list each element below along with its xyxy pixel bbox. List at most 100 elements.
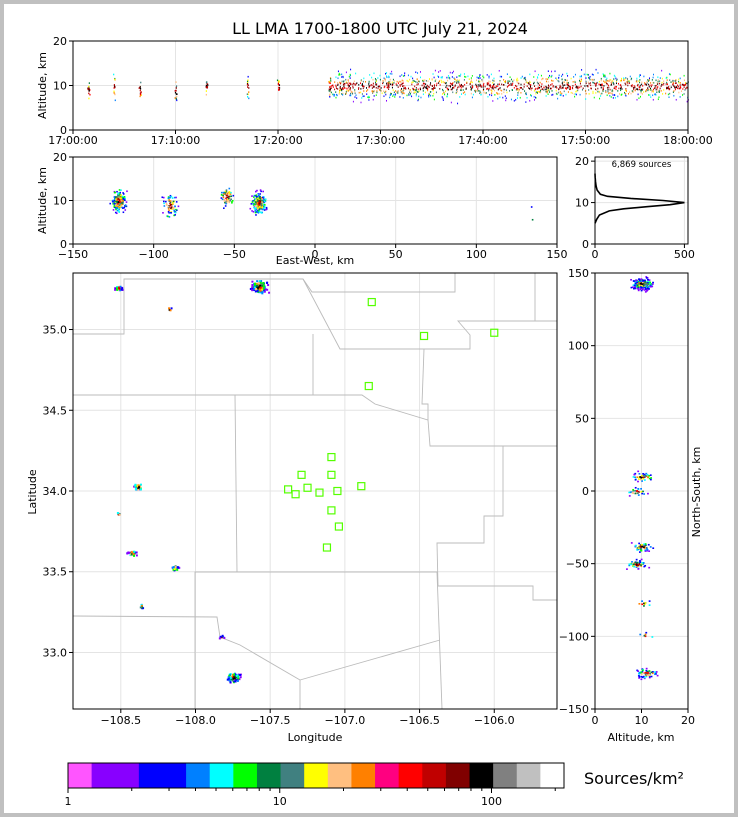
th-source [662,93,664,95]
th-source [485,92,487,94]
ew-source [119,202,122,205]
th-source [627,84,629,87]
th-source [620,89,622,92]
plan-ylabel: Latitude [26,469,39,515]
th-source [454,84,456,87]
th-source [475,84,477,87]
th-source [390,93,392,95]
ew-source [167,211,170,213]
th-source [579,82,581,85]
ew-source [258,200,261,202]
th-source [547,93,549,96]
ew-source [121,203,123,206]
th-source [358,91,360,94]
th-source [548,85,550,88]
plan-source [239,673,242,676]
th-source [552,93,554,96]
ns-source [642,279,645,282]
th-source [657,89,659,92]
th-source [609,78,611,81]
ns-source [638,478,640,480]
plan-source [259,286,262,289]
th-source [647,88,649,91]
th-source [423,86,425,89]
th-source [363,90,365,92]
plan-source [236,674,239,677]
th-source [88,87,90,90]
th-source [665,77,667,79]
th-source [345,92,347,95]
th-source [471,96,473,99]
th-source [580,80,582,82]
colorbar-swatch [351,763,376,788]
th-source [534,96,536,99]
ew-source [252,210,255,213]
th-source [365,81,367,83]
th-source [585,89,587,92]
ns-ytick-label: 50 [575,412,589,425]
th-source [498,69,500,72]
ew-source [255,195,258,198]
th-source [412,81,414,83]
th-source [543,86,545,89]
ew-source [124,197,126,200]
th-source [639,89,641,91]
th-source [384,91,386,94]
th-source [659,82,661,85]
ew-source [531,218,534,221]
th-source [559,86,561,89]
plan-source [231,673,234,676]
ns-source [636,549,639,551]
th-source [358,84,360,86]
th-source [441,96,443,98]
th-source [411,95,413,98]
th-source [660,85,662,88]
plan-source [253,288,256,291]
th-source [380,90,382,92]
th-source [458,82,460,84]
th-source [645,83,647,86]
ns-source [640,565,643,567]
th-source [657,82,659,85]
th-source [625,77,627,79]
th-source [343,85,345,87]
ew-source [122,193,125,195]
plan-source [261,291,264,294]
th-source [338,91,340,94]
th-source [575,86,577,89]
plan-source [262,281,265,284]
th-source [426,85,428,88]
ew-source [258,198,261,200]
th-source [516,77,518,80]
th-source [564,78,566,81]
ns-source [644,281,647,283]
th-source [498,88,500,90]
ew-source [167,196,170,198]
ns-source [649,478,652,481]
th-source [617,95,619,98]
ew-source [112,203,114,205]
plan-source [138,486,141,489]
th-source [344,82,346,85]
plan-source [173,567,176,570]
th-source [457,86,459,89]
th-source [328,81,330,83]
county-boundary [312,334,429,421]
plan-source [268,291,271,294]
th-source [533,81,535,84]
ew-source [255,214,257,216]
th-source [558,80,560,83]
th-source [561,92,563,95]
th-source [482,85,484,87]
th-source [506,86,508,88]
th-source [247,95,249,98]
ew-source [125,205,128,208]
ew-source [231,202,233,204]
th-source [542,88,544,90]
th-source [347,83,349,86]
colorbar-swatch [138,763,163,788]
th-source [416,78,418,80]
th-source [349,94,351,97]
th-source [668,96,670,99]
